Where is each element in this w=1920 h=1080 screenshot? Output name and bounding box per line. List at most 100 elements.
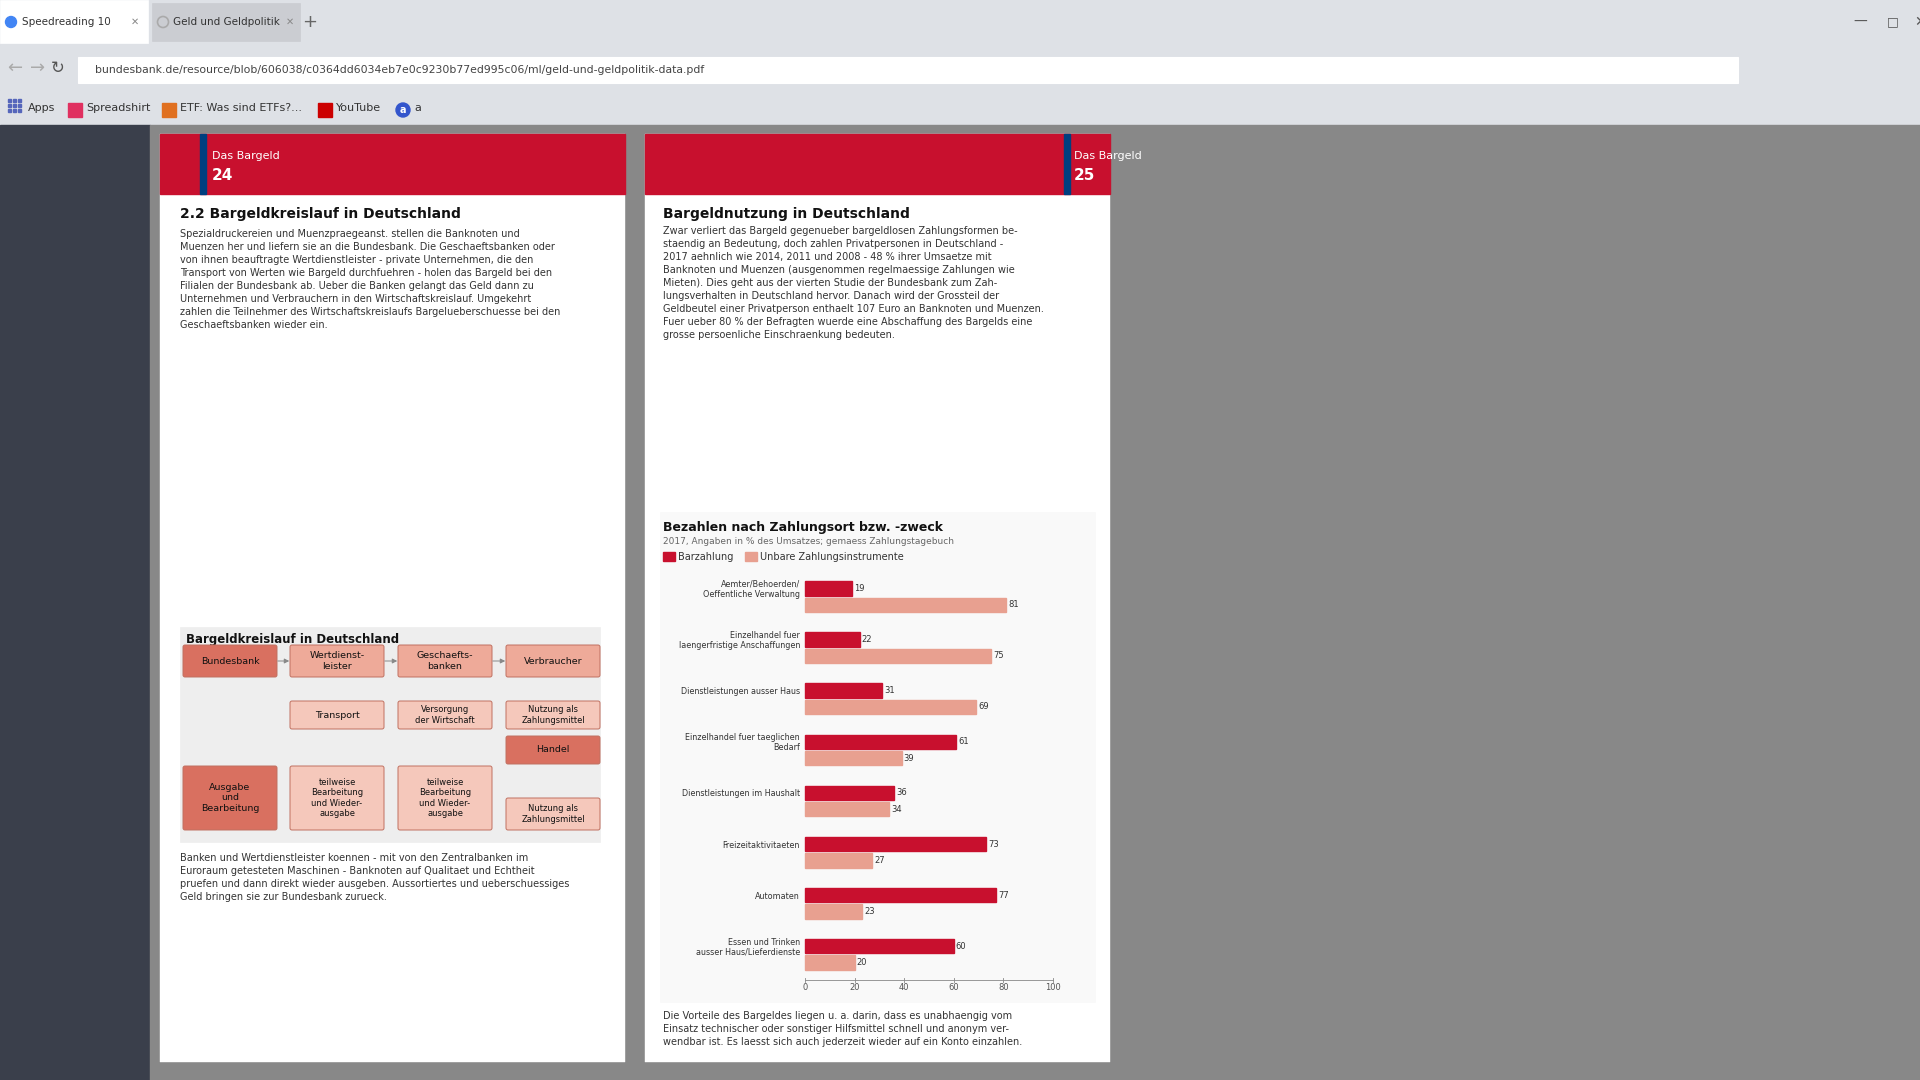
Text: ✕: ✕ [1914, 15, 1920, 29]
Text: 0: 0 [803, 983, 808, 991]
Text: Geld und Geldpolitik: Geld und Geldpolitik [173, 17, 280, 27]
FancyBboxPatch shape [290, 701, 384, 729]
Text: Muenzen her und liefern sie an die Bundesbank. Die Geschaeftsbanken oder: Muenzen her und liefern sie an die Bunde… [180, 242, 555, 252]
Text: Bundesbank: Bundesbank [202, 657, 259, 665]
Text: Dienstleistungen ausser Haus: Dienstleistungen ausser Haus [682, 687, 801, 697]
Text: 77: 77 [998, 891, 1008, 900]
Text: von ihnen beauftragte Wertdienstleister - private Unternehmen, die den: von ihnen beauftragte Wertdienstleister … [180, 255, 534, 265]
Text: Freizeitaktivitaeten: Freizeitaktivitaeten [722, 840, 801, 850]
Text: zahlen die Teilnehmer des Wirtschaftskreislaufs Bargelueberschuesse bei den: zahlen die Teilnehmer des Wirtschaftskre… [180, 307, 561, 318]
Bar [804, 956, 854, 970]
Text: 24: 24 [211, 168, 234, 184]
Text: 39: 39 [904, 754, 914, 762]
Text: —: — [1853, 15, 1866, 29]
Text: 34: 34 [891, 805, 902, 813]
Bar [152, 3, 300, 41]
FancyBboxPatch shape [290, 645, 384, 677]
Bar [804, 940, 954, 954]
Text: Barzahlung: Barzahlung [678, 552, 733, 562]
Text: 2.2 Bargeldkreislauf in Deutschland: 2.2 Bargeldkreislauf in Deutschland [180, 207, 461, 221]
Bar [0, 0, 148, 43]
Text: 22: 22 [862, 635, 872, 644]
Text: Ausgabe
und
Bearbeitung: Ausgabe und Bearbeitung [202, 783, 259, 813]
Text: Speedreading 10: Speedreading 10 [21, 17, 111, 27]
Bar [804, 684, 881, 698]
Text: 73: 73 [989, 839, 998, 849]
FancyBboxPatch shape [507, 735, 599, 764]
FancyBboxPatch shape [182, 645, 276, 677]
Bar [17, 99, 21, 102]
Text: Mieten). Dies geht aus der vierten Studie der Bundesbank zum Zah-: Mieten). Dies geht aus der vierten Studi… [662, 278, 996, 288]
Text: Geldbeutel einer Privatperson enthaelt 107 Euro an Banknoten und Muenzen.: Geldbeutel einer Privatperson enthaelt 1… [662, 303, 1044, 314]
Bar [804, 649, 991, 663]
Text: Spezialdruckereien und Muenzpraegeanst. stellen die Banknoten und: Spezialdruckereien und Muenzpraegeanst. … [180, 229, 520, 239]
Text: →: → [31, 59, 46, 77]
Text: □: □ [1887, 15, 1899, 28]
Text: ETF: Was sind ETFs?...: ETF: Was sind ETFs?... [180, 103, 301, 113]
Bar [0, 90, 1920, 125]
Text: ←: ← [8, 59, 23, 77]
Bar [645, 134, 1110, 1062]
Text: 60: 60 [948, 983, 960, 991]
Text: 31: 31 [883, 686, 895, 696]
Bar [8, 99, 12, 102]
FancyBboxPatch shape [397, 766, 492, 831]
Text: Filialen der Bundesbank ab. Ueber die Banken gelangt das Geld dann zu: Filialen der Bundesbank ab. Ueber die Ba… [180, 281, 534, 291]
Bar [804, 581, 852, 595]
Text: a: a [415, 103, 420, 113]
Bar [0, 45, 1920, 90]
Text: 75: 75 [993, 651, 1004, 660]
Bar [79, 57, 1738, 83]
Text: Bargeldkreislauf in Deutschland: Bargeldkreislauf in Deutschland [186, 634, 399, 647]
Text: teilweise
Bearbeitung
und Wieder-
ausgabe: teilweise Bearbeitung und Wieder- ausgab… [419, 778, 470, 819]
Bar [0, 125, 150, 1080]
Text: 100: 100 [1044, 983, 1062, 991]
Text: 69: 69 [977, 702, 989, 712]
Bar [1064, 134, 1069, 194]
Text: staendig an Bedeutung, doch zahlen Privatpersonen in Deutschland -: staendig an Bedeutung, doch zahlen Priva… [662, 239, 1004, 249]
Bar [804, 888, 996, 902]
Bar [159, 134, 626, 194]
Text: Euroraum getesteten Maschinen - Banknoten auf Qualitaet und Echtheit: Euroraum getesteten Maschinen - Banknote… [180, 866, 534, 876]
Text: Banken und Wertdienstleister koennen - mit von den Zentralbanken im: Banken und Wertdienstleister koennen - m… [180, 853, 528, 863]
Text: Unbare Zahlungsinstrumente: Unbare Zahlungsinstrumente [760, 552, 904, 562]
Text: teilweise
Bearbeitung
und Wieder-
ausgabe: teilweise Bearbeitung und Wieder- ausgab… [311, 778, 363, 819]
Text: Geld bringen sie zur Bundesbank zurueck.: Geld bringen sie zur Bundesbank zurueck. [180, 892, 386, 902]
Text: 27: 27 [874, 855, 885, 865]
Text: Transport: Transport [315, 711, 359, 719]
FancyBboxPatch shape [507, 645, 599, 677]
Text: wendbar ist. Es laesst sich auch jederzeit wieder auf ein Konto einzahlen.: wendbar ist. Es laesst sich auch jederze… [662, 1037, 1021, 1047]
Bar [662, 552, 676, 561]
Text: +: + [303, 13, 317, 31]
Text: Banknoten und Muenzen (ausgenommen regelmaessige Zahlungen wie: Banknoten und Muenzen (ausgenommen regel… [662, 265, 1016, 275]
Bar [804, 734, 956, 748]
Bar [13, 109, 15, 112]
Text: Das Bargeld: Das Bargeld [1073, 151, 1142, 161]
Bar [804, 837, 987, 851]
Bar [8, 104, 12, 107]
Circle shape [6, 16, 17, 27]
Bar [804, 751, 902, 766]
Bar [804, 802, 889, 816]
Bar [67, 103, 83, 117]
Bar [804, 904, 862, 919]
Text: Geschaefts-
banken: Geschaefts- banken [417, 651, 472, 671]
Text: 19: 19 [854, 584, 864, 593]
Bar [804, 786, 895, 800]
Text: pruefen und dann direkt wieder ausgeben. Aussortiertes und ueberschuessiges: pruefen und dann direkt wieder ausgeben.… [180, 879, 570, 889]
Text: Apps: Apps [29, 103, 56, 113]
Text: Wertdienst-
leister: Wertdienst- leister [309, 651, 365, 671]
Bar [13, 99, 15, 102]
Bar [0, 0, 1920, 45]
FancyBboxPatch shape [507, 701, 599, 729]
Text: Versorgung
der Wirtschaft: Versorgung der Wirtschaft [415, 705, 474, 725]
Bar [804, 700, 975, 714]
FancyBboxPatch shape [182, 766, 276, 831]
Text: Dienstleistungen im Haushalt: Dienstleistungen im Haushalt [682, 789, 801, 798]
Circle shape [396, 103, 411, 117]
Text: Handel: Handel [536, 745, 570, 755]
Text: Das Bargeld: Das Bargeld [211, 151, 280, 161]
FancyBboxPatch shape [290, 766, 384, 831]
FancyBboxPatch shape [397, 645, 492, 677]
Bar [159, 134, 626, 1062]
